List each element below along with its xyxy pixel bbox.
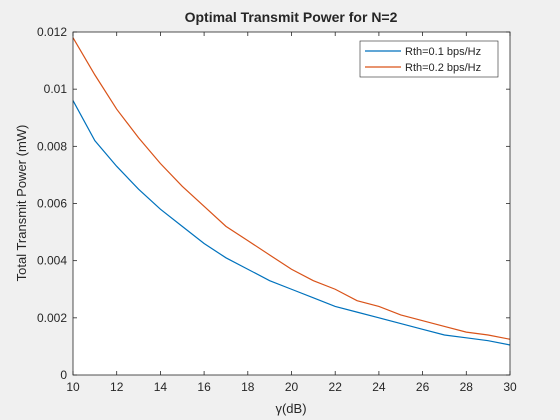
x-tick-label: 18: [241, 380, 255, 394]
x-axis-label: γ(dB): [275, 401, 306, 416]
y-tick-label: 0.008: [37, 139, 67, 153]
x-ticks: 10 12 14 16 18 20 22 24 26 28 30: [66, 32, 517, 394]
x-tick-label: 24: [372, 380, 386, 394]
series-line-2: [72, 37, 511, 340]
x-tick-label: 10: [66, 380, 80, 394]
x-tick-label: 28: [460, 380, 474, 394]
x-tick-label: 22: [329, 380, 343, 394]
legend: Rth=0.1 bps/Hz Rth=0.2 bps/Hz: [359, 40, 499, 78]
x-tick-label: 20: [285, 380, 299, 394]
series-group: [72, 37, 511, 346]
y-ticks: 0 0.002 0.004 0.006 0.008 0.01 0.012: [37, 25, 510, 382]
x-tick-label: 14: [154, 380, 168, 394]
x-tick-label: 30: [503, 380, 517, 394]
plot-area: [73, 32, 510, 375]
legend-label-series-2: Rth=0.2 bps/Hz: [405, 62, 481, 74]
y-tick-label: 0.004: [37, 254, 67, 268]
y-tick-label: 0: [60, 368, 67, 382]
legend-label-series-1: Rth=0.1 bps/Hz: [405, 46, 481, 58]
chart-title: Optimal Transmit Power for N=2: [185, 9, 398, 25]
y-tick-label: 0.01: [44, 82, 68, 96]
x-tick-label: 12: [110, 380, 124, 394]
y-tick-label: 0.006: [37, 197, 67, 211]
x-tick-label: 16: [197, 380, 211, 394]
y-tick-label: 0.012: [37, 25, 67, 39]
legend-box: [359, 40, 499, 78]
y-tick-label: 0.002: [37, 311, 67, 325]
series-line-1: [72, 100, 511, 346]
y-axis-label: Total Transmit Power (mW): [14, 125, 29, 282]
x-tick-label: 26: [416, 380, 430, 394]
